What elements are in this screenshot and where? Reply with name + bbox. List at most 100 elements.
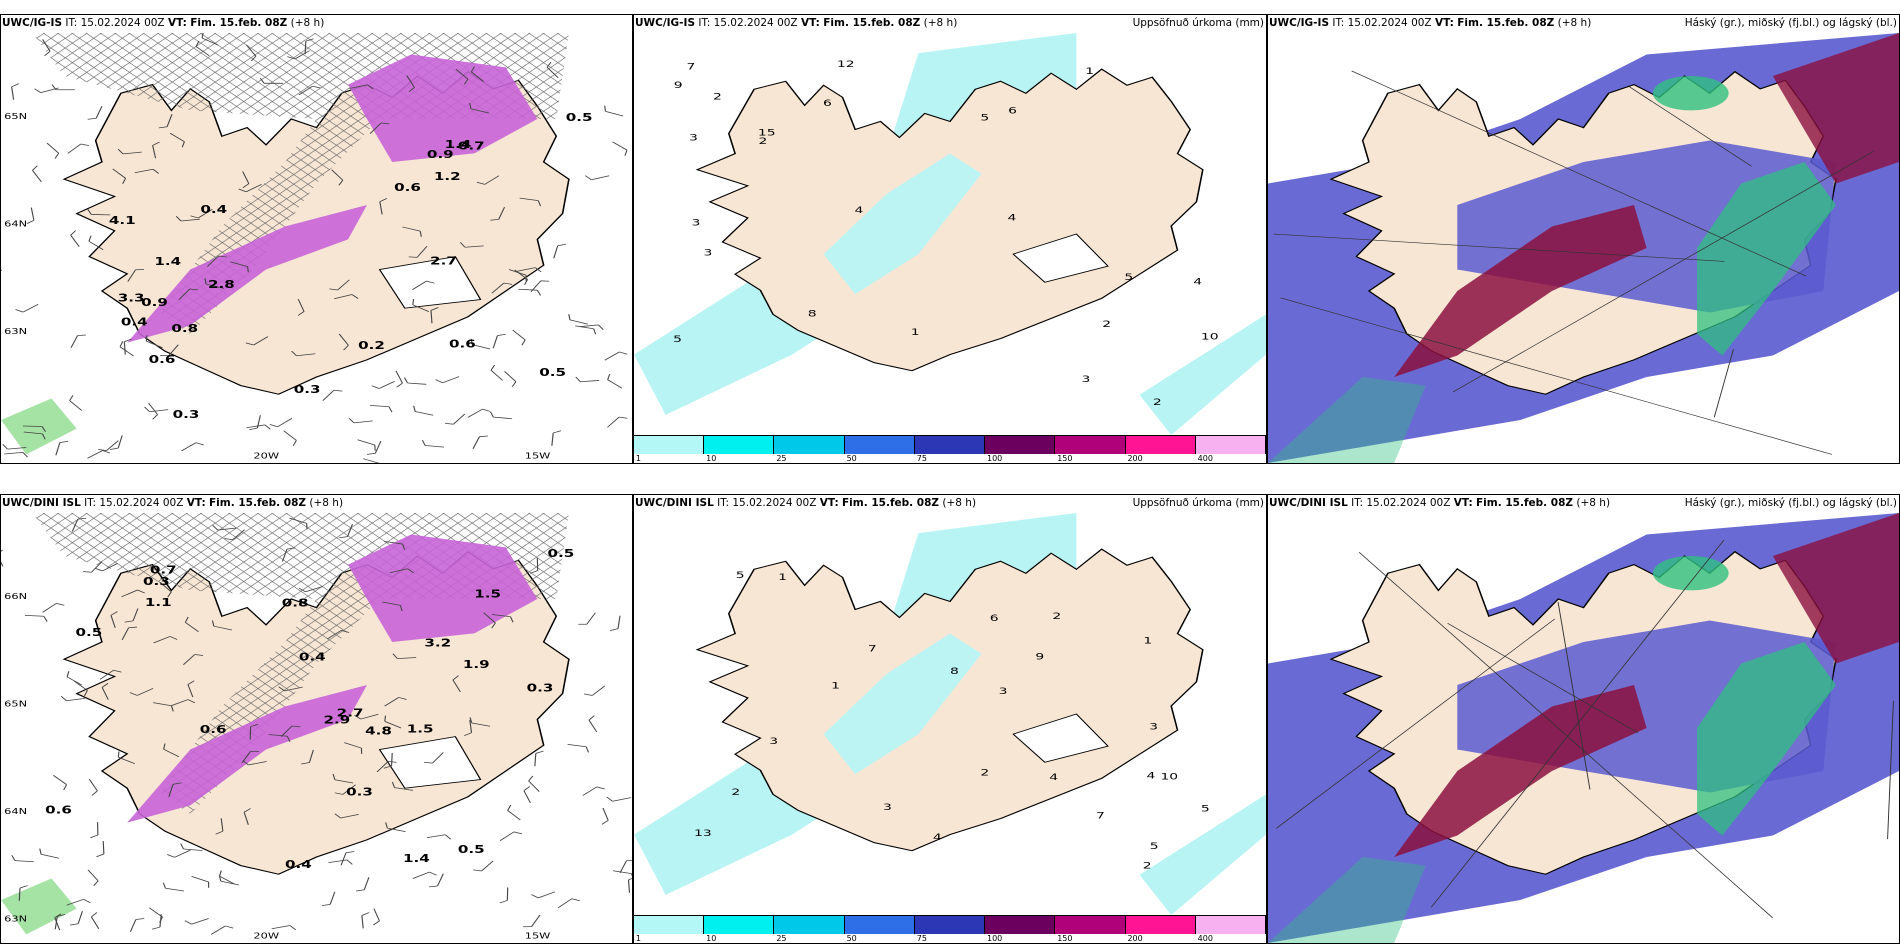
panel-top-left: UWC/IG-IS IT: 15.02.2024 00Z VT: Fim. 15… — [0, 14, 633, 464]
wind-barb — [4, 452, 29, 458]
wind-barb — [129, 688, 154, 696]
wind-barb — [23, 425, 47, 432]
wind-barb — [289, 517, 308, 530]
wind-barb — [24, 614, 48, 622]
wind-barb — [67, 143, 90, 154]
precip-value-label: 0.3 — [527, 683, 554, 695]
precip-value-label: 2.7 — [430, 256, 457, 268]
panel-title: UWC/IG-IS IT: 15.02.2024 00Z VT: Fim. 15… — [2, 17, 325, 29]
wind-barb — [245, 44, 257, 62]
wind-barb — [278, 686, 303, 692]
wind-barb — [291, 350, 316, 357]
precip-value-label: 5 — [673, 334, 682, 345]
wind-barb — [384, 715, 402, 729]
legend-tick-label: 50 — [846, 934, 857, 943]
grid-line — [1351, 70, 1807, 277]
wind-barb — [357, 439, 376, 451]
map-canvas: 0.20.40.30.50.60.40.30.60.52.72.83.31.40… — [1, 33, 632, 463]
wind-barb — [117, 148, 142, 155]
grid-line — [1447, 623, 1639, 734]
lat-axis-label: 64N — [4, 220, 27, 229]
wind-barb — [489, 411, 513, 420]
wind-barb — [249, 723, 259, 740]
wind-barb — [190, 209, 213, 219]
precip-value-label: 0.4 — [299, 652, 326, 664]
wind-barb — [46, 142, 60, 159]
precip-value-label: 3 — [883, 802, 892, 813]
wind-barb — [73, 680, 88, 696]
wind-barb — [31, 165, 42, 182]
precip-area — [127, 685, 367, 823]
precip-value-label: 0.4 — [121, 317, 148, 329]
grid-line — [1557, 602, 1591, 790]
grid-line — [1887, 700, 1894, 840]
precip-value-label: 13 — [694, 828, 712, 839]
wind-barb — [601, 807, 609, 825]
precip-value-label: 0.9 — [141, 297, 168, 309]
precip-value-label: 1.9 — [463, 659, 490, 671]
wind-barb — [69, 911, 83, 926]
wind-barb — [546, 61, 559, 78]
wind-barb — [184, 918, 209, 925]
precip-value-label: 0.7 — [458, 141, 485, 153]
precip-value-label: 2 — [980, 767, 989, 778]
panel-top-middle: UWC/IG-IS IT: 15.02.2024 00Z VT: Fim. 15… — [633, 14, 1267, 464]
lat-axis-label: 65N — [4, 700, 27, 709]
wind-barb — [355, 877, 370, 892]
wind-barb — [98, 440, 119, 452]
wind-barb — [54, 914, 66, 930]
map-canvas — [1268, 33, 1899, 463]
panel-subtitle: Uppsöfnuð úrkoma (mm) — [1132, 497, 1264, 509]
legend-tick-label: 10 — [706, 934, 717, 943]
wind-barb — [612, 870, 632, 880]
precip-wind-map: 0.2 0.4 0.3 0.5 0.6 0.4 0.3 0.6 0.5 2.7 2.8 3.3 1.4 0… — [1, 33, 632, 463]
precip-wind-map: 0.3 0.4 0.6 0.3 0.5 0.3 0.4 0.5 1.5 2.7 1.4 1.1 2.9 0… — [1, 513, 632, 943]
panel-bottom-left: UWC/DINI ISL IT: 15.02.2024 00Z VT: Fim.… — [0, 494, 633, 944]
wind-barb — [412, 299, 430, 312]
precip-value-label: 10 — [1201, 331, 1219, 342]
wind-barb — [444, 413, 466, 425]
legend-swatch — [914, 916, 986, 934]
wind-barb — [201, 33, 219, 46]
precip-area — [1139, 314, 1266, 435]
wind-barb — [413, 405, 434, 416]
wind-barb — [606, 796, 631, 802]
wind-barb — [491, 614, 514, 623]
wind-barb — [490, 364, 504, 381]
precip-value-label: 8 — [950, 665, 959, 676]
wind-barb — [268, 734, 291, 742]
wind-barb — [517, 267, 542, 273]
wind-barb — [82, 561, 103, 573]
wind-barb — [384, 697, 407, 707]
wind-barb — [109, 435, 123, 450]
wind-barb — [42, 603, 65, 613]
wind-barb — [134, 168, 160, 174]
glacier — [1012, 713, 1109, 763]
wind-barb — [476, 175, 500, 185]
lon-axis-label: 20W — [253, 452, 279, 461]
legend-tick-label: 400 — [1197, 454, 1213, 463]
wind-barb — [69, 395, 83, 411]
wind-barb — [215, 818, 224, 835]
legend-swatch — [1195, 436, 1266, 454]
precip-value-label: 0.6 — [449, 339, 476, 351]
precip-value-label: 3 — [1081, 374, 1090, 385]
wind-barb — [123, 338, 132, 355]
wind-barb — [361, 912, 370, 929]
precip-value-label: 2 — [1143, 860, 1152, 871]
wind-barb — [168, 782, 182, 797]
wind-barb — [490, 207, 506, 221]
wind-barb — [403, 377, 427, 385]
wind-barb — [528, 775, 540, 792]
wind-barb — [627, 876, 632, 893]
wind-barb — [96, 841, 105, 858]
wind-barb — [71, 517, 87, 532]
wind-barb — [326, 629, 350, 640]
wind-barb — [187, 680, 195, 698]
wind-barb — [334, 784, 357, 795]
lon-axis-label: 15W — [525, 932, 551, 941]
wind-barb — [612, 141, 628, 156]
high-cloud-area — [1772, 513, 1899, 664]
wind-barb — [210, 925, 234, 935]
wind-barb — [87, 869, 99, 886]
